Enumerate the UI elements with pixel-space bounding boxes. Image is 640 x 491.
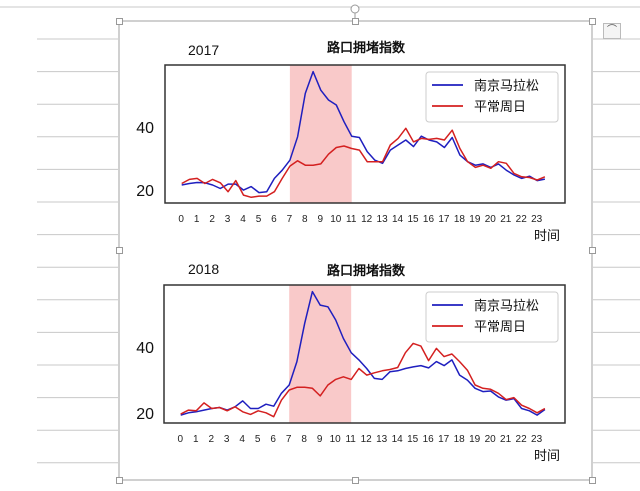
x-tick-label: 23 (531, 214, 543, 225)
x-tick-label: 15 (407, 214, 419, 225)
plot-frame (164, 64, 566, 204)
x-tick-label: 7 (287, 214, 293, 225)
x-tick-label: 9 (318, 214, 324, 225)
series-line-normal-sunday (181, 127, 546, 199)
x-tick-label: 9 (317, 434, 323, 445)
x-tick-label: 7 (286, 434, 292, 445)
resize-handle-tm[interactable] (352, 18, 359, 25)
x-tick-label: 22 (516, 434, 528, 445)
y-tick-label: 40 (136, 340, 154, 357)
x-tick-label: 22 (516, 214, 528, 225)
x-tick-label: 4 (239, 434, 245, 445)
marathon-shaded-region (289, 285, 352, 423)
legend-label: 南京马拉松 (474, 78, 539, 94)
series-line-normal-sunday (180, 342, 546, 418)
x-tick-label: 11 (345, 434, 356, 445)
x-tick-label: 1 (193, 434, 199, 445)
x-tick-label: 10 (330, 214, 342, 225)
year-label: 2017 (188, 42, 219, 58)
x-tick-label: 6 (271, 214, 277, 225)
x-tick-label: 16 (423, 434, 435, 445)
x-tick-label: 11 (346, 214, 357, 225)
legend-label: 平常周日 (474, 320, 526, 335)
x-tick-label: 20 (485, 214, 497, 225)
y-tick-label: 20 (136, 183, 154, 200)
resize-handle-ml[interactable] (116, 247, 123, 254)
resize-handle-mr[interactable] (589, 247, 596, 254)
chart-title: 路口拥堵指数 (327, 40, 406, 56)
series-line-marathon (181, 70, 546, 194)
x-tick-label: 18 (454, 214, 466, 225)
x-tick-label: 8 (301, 434, 307, 445)
y-tick-label: 20 (136, 406, 154, 423)
series-line-marathon (180, 290, 546, 416)
x-tick-label: 16 (423, 214, 435, 225)
x-axis-label: 时间 (534, 449, 560, 464)
x-tick-label: 3 (224, 434, 230, 445)
chart-title: 路口拥堵指数 (327, 263, 406, 279)
x-tick-label: 0 (178, 214, 184, 225)
x-tick-label: 14 (392, 214, 404, 225)
x-tick-label: 19 (469, 434, 481, 445)
x-tick-label: 8 (302, 214, 308, 225)
x-tick-label: 14 (392, 434, 404, 445)
y-tick-label: 40 (136, 120, 154, 137)
x-tick-label: 13 (377, 214, 389, 225)
x-tick-label: 19 (469, 214, 481, 225)
rotate-handle-icon (350, 4, 360, 14)
x-tick-label: 3 (225, 214, 231, 225)
x-tick-label: 23 (531, 434, 543, 445)
legend-label: 平常周日 (474, 100, 526, 115)
resize-handle-br[interactable] (589, 477, 596, 484)
x-tick-label: 1 (194, 214, 200, 225)
x-tick-label: 17 (438, 214, 450, 225)
resize-handle-bm[interactable] (352, 477, 359, 484)
x-tick-label: 20 (485, 434, 497, 445)
x-tick-label: 6 (270, 434, 276, 445)
x-tick-label: 2 (208, 434, 214, 445)
x-tick-label: 21 (500, 434, 512, 445)
x-tick-label: 5 (255, 434, 261, 445)
x-tick-label: 13 (376, 434, 388, 445)
x-tick-label: 0 (177, 434, 183, 445)
x-tick-label: 12 (361, 434, 373, 445)
year-label: 2018 (188, 261, 219, 277)
x-tick-label: 18 (454, 434, 466, 445)
x-axis-label: 时间 (534, 229, 560, 244)
x-tick-label: 4 (240, 214, 246, 225)
x-tick-label: 15 (407, 434, 419, 445)
x-tick-label: 21 (500, 214, 512, 225)
legend-label: 南京马拉松 (474, 298, 539, 314)
resize-handle-tr[interactable] (589, 18, 596, 25)
resize-handle-tl[interactable] (116, 18, 123, 25)
x-tick-label: 2 (209, 214, 215, 225)
layout-options-icon[interactable]: ⌒ (603, 23, 621, 39)
resize-handle-bl[interactable] (116, 477, 123, 484)
marathon-shaded-region (289, 65, 352, 203)
x-tick-label: 5 (256, 214, 262, 225)
x-tick-label: 12 (361, 214, 373, 225)
x-tick-label: 17 (438, 434, 450, 445)
plot-frame (163, 284, 566, 424)
x-tick-label: 10 (330, 434, 342, 445)
